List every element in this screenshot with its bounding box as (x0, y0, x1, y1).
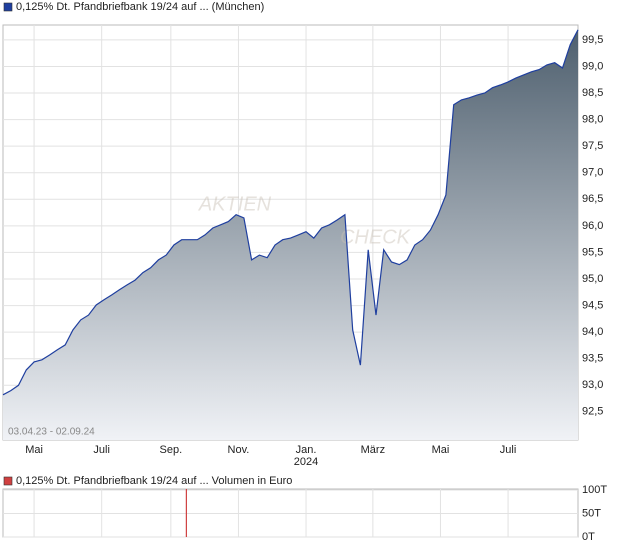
x-tick-label: Jan. (296, 444, 317, 456)
volume-bar (185, 489, 187, 537)
y-tick-label: 98,0 (582, 113, 603, 125)
price-line (2, 29, 579, 396)
y-tick-label: 96,5 (582, 193, 603, 205)
y-tick-label: 100T (582, 484, 607, 496)
watermark: AKTIEN (198, 193, 272, 215)
x-tick-label: Mai (25, 444, 43, 456)
y-tick-label: 97,5 (582, 140, 603, 152)
date-range: 03.04.23 - 02.09.24 (8, 427, 95, 438)
x-tick-label: Nov. (228, 444, 250, 456)
y-tick-label: 95,0 (582, 273, 603, 285)
watermark: CHECK (340, 226, 412, 248)
y-tick-label: 95,5 (582, 246, 603, 258)
y-tick-label: 94,5 (582, 299, 603, 311)
legend-label: 0,125% Dt. Pfandbriefbank 19/24 auf ... … (16, 475, 292, 487)
area (3, 29, 578, 441)
y-tick-label: 99,5 (582, 34, 603, 46)
x-tick-label: Mai (432, 444, 450, 456)
legend-label: 0,125% Dt. Pfandbriefbank 19/24 auf ... … (16, 1, 264, 13)
y-tick-label: 92,5 (582, 406, 603, 418)
x-tick-label: März (361, 444, 385, 456)
y-tick-label: 96,0 (582, 220, 603, 232)
y-tick-label: 99,0 (582, 60, 603, 72)
x-tick-year: 2024 (294, 456, 318, 468)
y-tick-label: 0T (582, 531, 595, 543)
x-tick-label: Sep. (160, 444, 183, 456)
y-tick-label: 50T (582, 507, 601, 519)
legend-swatch (3, 476, 13, 486)
y-tick-label: 93,5 (582, 353, 603, 365)
x-tick-label: Juli (93, 444, 110, 456)
legend-swatch (3, 2, 13, 12)
y-tick-label: 94,0 (582, 326, 603, 338)
y-tick-label: 98,5 (582, 87, 603, 99)
y-tick-label: 93,0 (582, 379, 603, 391)
y-tick-label: 97,0 (582, 167, 603, 179)
x-tick-label: Juli (500, 444, 517, 456)
